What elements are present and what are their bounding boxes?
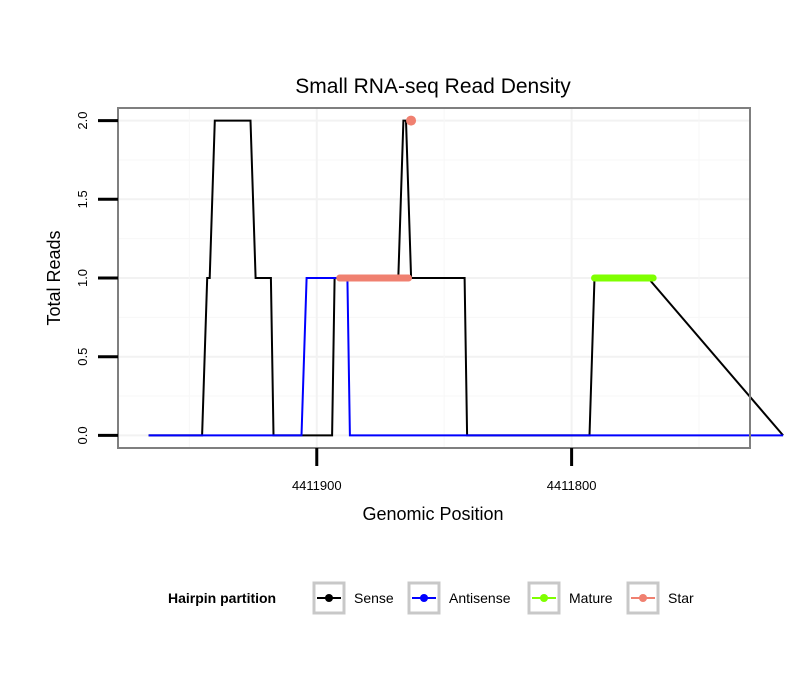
- legend: Hairpin partition Sense Antisense Mature St…: [168, 581, 694, 615]
- legend-label: Sense: [354, 590, 394, 606]
- series-line-antisense: [148, 277, 784, 437]
- plot-panel: 0.0 0.5 1.0 1.5 2.0 4411900 4411800: [75, 107, 784, 493]
- y-axis-label: Total Reads: [44, 230, 64, 325]
- y-tick-label: 1.0: [75, 269, 90, 287]
- legend-key-point: [540, 594, 548, 602]
- legend-key-point: [325, 594, 333, 602]
- legend-key-point: [420, 594, 428, 602]
- legend-item-mature: Mature: [527, 581, 613, 615]
- chart-title: Small RNA-seq Read Density: [295, 75, 571, 98]
- legend-label: Mature: [569, 590, 613, 606]
- legend-item-star: Star: [626, 581, 694, 615]
- legend-item-sense: Sense: [312, 581, 394, 615]
- legend-key: [527, 581, 561, 615]
- y-tick-label: 1.5: [75, 190, 90, 208]
- legend-title: Hairpin partition: [168, 590, 276, 606]
- legend-label: Star: [668, 590, 694, 606]
- series-point-star: [406, 115, 417, 126]
- x-tick-label: 4411800: [547, 478, 597, 493]
- x-tick-label: 4411900: [292, 478, 342, 493]
- y-tick-label: 2.0: [75, 112, 90, 130]
- legend-item-antisense: Antisense: [407, 581, 511, 615]
- x-axis-label: Genomic Position: [362, 504, 503, 524]
- y-tick-label: 0.5: [75, 348, 90, 366]
- legend-key-point: [639, 594, 647, 602]
- legend-label: Antisense: [449, 590, 511, 606]
- y-tick-label: 0.0: [75, 426, 90, 444]
